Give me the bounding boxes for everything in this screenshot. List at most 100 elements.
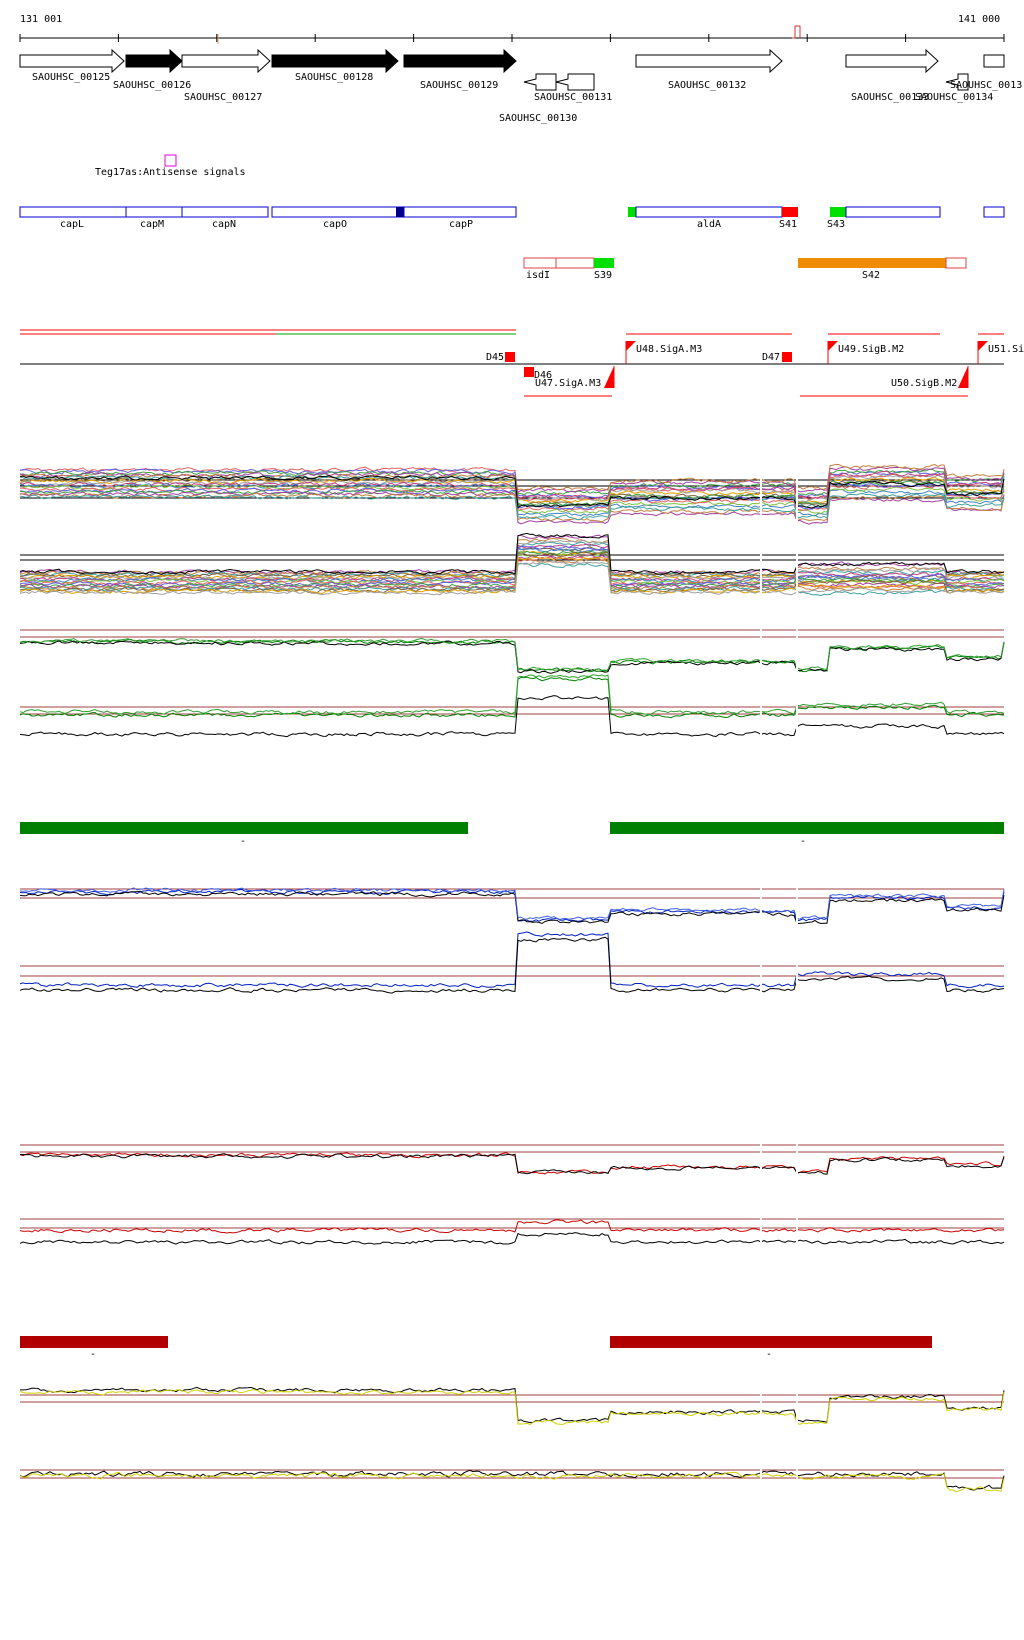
- ruler-start-label: 131 001: [20, 14, 62, 25]
- annotation-box-S43[interactable]: [830, 207, 846, 217]
- promoter-U48[interactable]: [626, 341, 636, 351]
- annotation-box-S41[interactable]: [782, 207, 798, 217]
- gene-label: SAOUHSC_00132: [668, 80, 746, 91]
- condition-bar-red-2[interactable]: [610, 1336, 932, 1348]
- annotation-box-capN[interactable]: [181, 206, 269, 218]
- gene-arrow-00129[interactable]: [403, 48, 517, 74]
- antisense-marker[interactable]: [164, 154, 177, 167]
- expression-trace-multi-b: [19, 559, 1005, 596]
- expression-trace-green: [19, 637, 1005, 672]
- segment-S39[interactable]: [594, 258, 614, 268]
- gene-label: SAOUHSC_00128: [295, 72, 373, 83]
- segment-label: isdI: [526, 270, 550, 281]
- coordinate-ruler: 131 001 141 000: [19, 14, 1005, 44]
- expression-trace-multi-a: [19, 492, 1005, 521]
- ruler-end-label: 141 000: [958, 14, 1000, 25]
- annotation-box-capM[interactable]: [125, 206, 183, 218]
- gene-arrow-00133[interactable]: [845, 48, 939, 74]
- expression-trace-multi-b: [19, 532, 1005, 575]
- expression-trace-yellow: [20, 1386, 1005, 1424]
- expression-trace-multi-a: [19, 485, 1005, 512]
- expression-trace-multi-a: [19, 492, 1005, 523]
- expression-trace-multi-b: [19, 537, 1005, 577]
- condition-bar-green-2[interactable]: [610, 822, 1004, 834]
- promoter-U47[interactable]: [604, 366, 614, 388]
- expression-trace-multi-a: [19, 463, 1005, 491]
- promoter-label: U50.SigB.M2: [891, 378, 957, 389]
- expression-trace-blue: [19, 931, 1005, 989]
- promoter-U50[interactable]: [958, 366, 968, 388]
- promoter-track: D45 D46 U47.SigA.M3 U48.SigA.M3 D47 U49.…: [20, 329, 1024, 397]
- promoter-label: U47.SigA.M3: [535, 378, 601, 389]
- gene-arrow-00130[interactable]: [523, 73, 557, 91]
- gene-label: SAOUHSC_00129: [420, 80, 498, 91]
- expression-trace-yellow: [19, 1471, 1005, 1493]
- condition-bar-label: -: [90, 1349, 96, 1360]
- gene-arrow-00127[interactable]: [181, 48, 271, 74]
- gene-label: SAOUHSC_00133: [851, 92, 929, 103]
- expression-trace-green: [19, 674, 1005, 716]
- segment-track: isdI S39 S42: [523, 257, 967, 281]
- expression-trace-multi-a: [19, 466, 1005, 501]
- expression-trace-green: [19, 676, 1005, 719]
- condition-bars: - - - -: [20, 822, 1004, 1360]
- expression-trace-multi-a: [19, 484, 1005, 515]
- antisense-label: Teg17as:Antisense signals: [95, 167, 246, 178]
- expression-trace-red: [19, 1219, 1005, 1234]
- expression-trace-blue: [19, 936, 1005, 994]
- promoter-D45[interactable]: [505, 352, 515, 362]
- promoter-D47[interactable]: [782, 352, 792, 362]
- expression-trace-red: [19, 1232, 1005, 1245]
- annotation-box-capO[interactable]: [271, 206, 405, 218]
- expression-trace-yellow: [19, 1469, 1005, 1491]
- promoter-U51[interactable]: [978, 341, 988, 351]
- expression-trace-blue: [19, 890, 1005, 925]
- annotation-label: capM: [140, 219, 164, 230]
- expression-tracks: [19, 463, 1005, 1510]
- expression-trace-multi-b: [19, 557, 1005, 592]
- annotation-label: capN: [212, 219, 236, 230]
- expression-trace-multi-a: [19, 490, 1005, 525]
- gene-arrow-00125[interactable]: [19, 48, 125, 74]
- annotation-label: capL: [60, 219, 84, 230]
- annotation-box-capP[interactable]: [403, 206, 517, 218]
- condition-bar-label: -: [800, 836, 806, 847]
- ruler-marker: [792, 25, 801, 39]
- annotation-label: S41: [779, 219, 797, 230]
- condition-bar-green-1[interactable]: [20, 822, 468, 834]
- gene-arrow-0013x[interactable]: [983, 54, 1005, 68]
- promoter-D46[interactable]: [524, 367, 534, 377]
- gene-label: SAOUHSC_00130: [499, 113, 577, 124]
- gene-label: SAOUHSC_00131: [534, 92, 612, 103]
- expression-trace-multi-a: [19, 474, 1005, 503]
- gene-arrow-00126[interactable]: [125, 48, 183, 74]
- gene-arrow-00132[interactable]: [635, 48, 783, 74]
- expression-trace-yellow: [19, 1389, 1005, 1425]
- gene-arrow-00128[interactable]: [271, 48, 399, 74]
- antisense-track: Teg17as:Antisense signals: [95, 154, 246, 178]
- gene-label: SAOUHSC_00127: [184, 92, 262, 103]
- annotation-track: capL capM capN capO capP aldA S41 S43: [19, 206, 1005, 230]
- expression-trace-red: [19, 1153, 1005, 1175]
- segment-label: S39: [594, 270, 612, 281]
- gene-arrow-00134[interactable]: [945, 73, 969, 91]
- promoter-label: D46: [534, 370, 552, 381]
- expression-trace-multi-a: [19, 477, 1005, 507]
- promoter-U49[interactable]: [828, 341, 838, 351]
- promoter-label: D45: [486, 352, 504, 363]
- segment-isdI[interactable]: [523, 257, 557, 269]
- annotation-label: aldA: [697, 219, 721, 230]
- gene-label: SAOUHSC_00134: [915, 92, 993, 103]
- annotation-label: S43: [827, 219, 845, 230]
- expression-trace-multi-b: [19, 556, 1005, 589]
- condition-bar-label: -: [240, 836, 246, 847]
- segment-S42[interactable]: [798, 258, 946, 268]
- condition-bar-red-1[interactable]: [20, 1336, 168, 1348]
- expression-trace-multi-b: [19, 539, 1005, 581]
- promoter-label: U49.SigB.M2: [838, 344, 904, 355]
- annotation-label: capP: [449, 219, 473, 230]
- gene-arrow-00131[interactable]: [555, 73, 595, 91]
- annotation-box-capL[interactable]: [19, 206, 127, 218]
- annotation-box-aldA[interactable]: [635, 206, 783, 218]
